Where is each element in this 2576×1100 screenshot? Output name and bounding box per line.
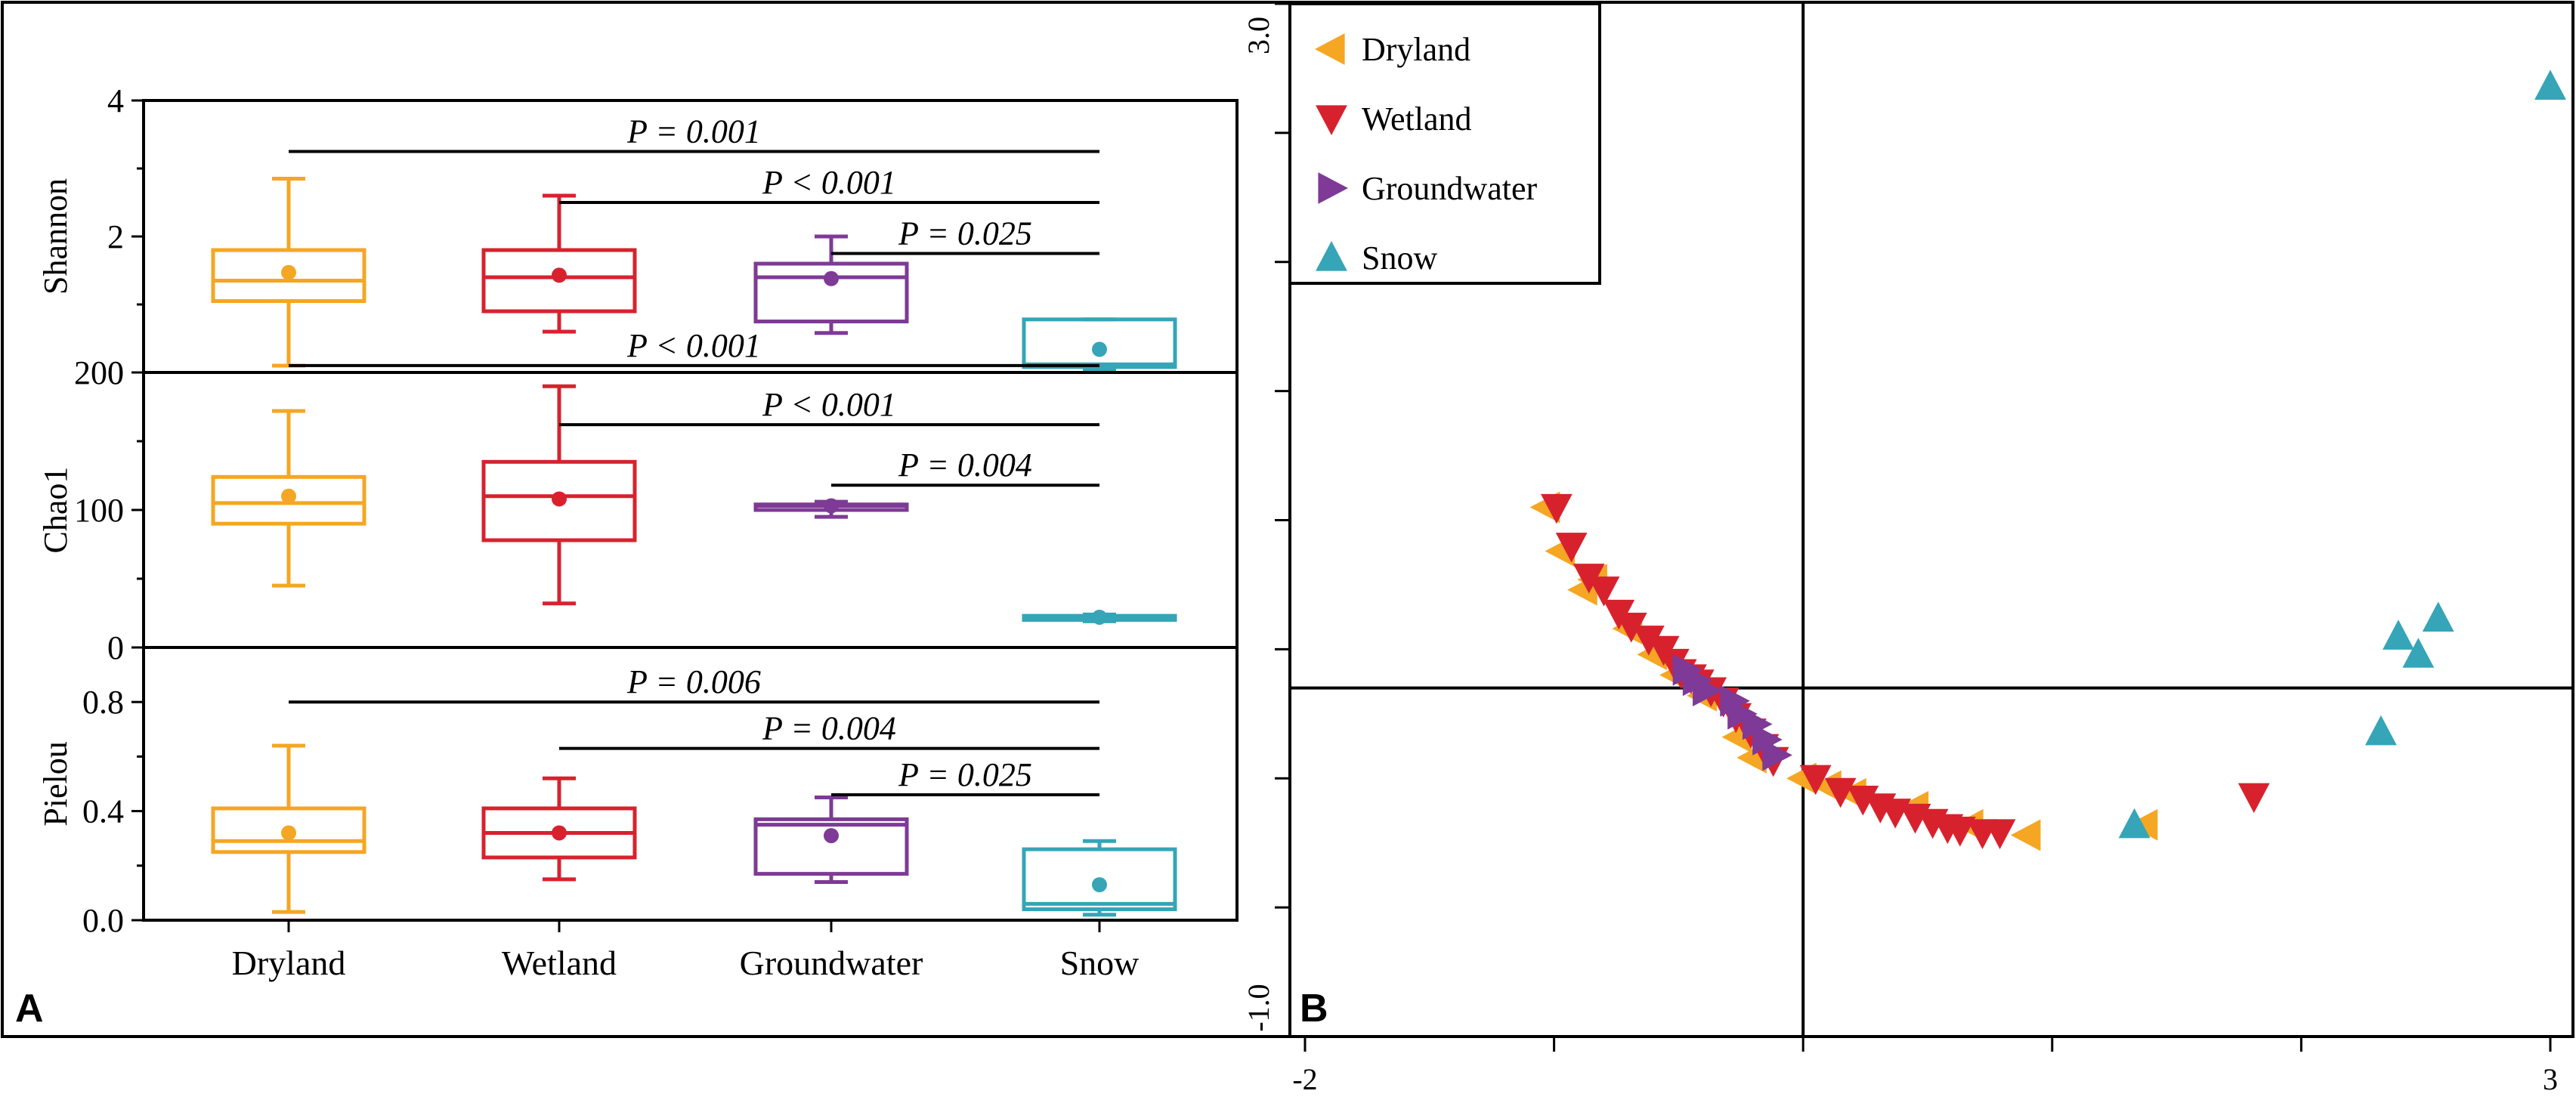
box-mean-dot bbox=[552, 267, 567, 283]
point-wetland bbox=[1824, 777, 1857, 808]
point-wetland bbox=[1984, 819, 2016, 850]
box-pielou-dryland bbox=[211, 743, 366, 914]
point-dryland bbox=[2010, 819, 2041, 851]
box-iqr bbox=[753, 817, 909, 876]
y-tick-label-chao1: 0 bbox=[107, 629, 124, 666]
significance-label: P = 0.004 bbox=[898, 446, 1032, 484]
box-pielou-wetland bbox=[481, 776, 637, 882]
point-wetland bbox=[1555, 533, 1588, 563]
box-iqr bbox=[1022, 847, 1177, 912]
point-wetland bbox=[2237, 783, 2270, 814]
box-chao1-groundwater bbox=[753, 498, 909, 519]
legend-label-snow: Snow bbox=[1362, 239, 1437, 277]
box-mean-dot bbox=[552, 825, 567, 841]
y-tick-label-pielou: 0.0 bbox=[82, 902, 124, 939]
point-wetland bbox=[1944, 817, 1976, 847]
significance-label: P = 0.001 bbox=[626, 113, 761, 150]
box-mean-dot bbox=[552, 491, 567, 507]
box-mean-dot bbox=[824, 828, 839, 844]
significance-label: P < 0.001 bbox=[626, 327, 761, 364]
point-wetland bbox=[1847, 785, 1879, 816]
box-mean-dot bbox=[281, 825, 296, 841]
box-mean-dot bbox=[1092, 609, 1107, 625]
box-chao1-dryland bbox=[211, 409, 366, 588]
y-tick-label-shannon: 0 bbox=[107, 354, 124, 391]
box-iqr bbox=[753, 261, 909, 323]
box-iqr bbox=[211, 806, 366, 854]
point-wetland bbox=[1799, 765, 1832, 796]
y-tick-label-b: -1.0 bbox=[1242, 984, 1276, 1031]
box-mean-dot bbox=[824, 270, 839, 286]
point-snow bbox=[2422, 601, 2454, 632]
y-tick-label-shannon: 2 bbox=[107, 218, 124, 255]
box-shannon-wetland bbox=[481, 193, 637, 334]
x-tick-label-b: -2 bbox=[1292, 1062, 1317, 1096]
x-tick-label-groundwater: Groundwater bbox=[740, 944, 923, 982]
point-groundwater bbox=[1693, 675, 1723, 706]
series-snow bbox=[2118, 70, 2566, 839]
box-mean-dot bbox=[281, 264, 296, 280]
legend-marker-snow bbox=[1316, 241, 1347, 271]
point-wetland bbox=[1632, 626, 1665, 656]
legend-marker-dryland bbox=[1315, 33, 1345, 65]
y-tick-label-pielou: 0.8 bbox=[82, 684, 124, 721]
x-tick-label-wetland: Wetland bbox=[502, 944, 617, 982]
box-iqr bbox=[211, 248, 366, 303]
point-wetland bbox=[1573, 564, 1605, 594]
legend-marker-groundwater bbox=[1318, 172, 1348, 204]
y-tick-label-chao1: 100 bbox=[74, 492, 124, 529]
y-tick-label-pielou: 0.4 bbox=[82, 793, 124, 830]
y-tick-label-chao1: 200 bbox=[74, 354, 124, 391]
x-tick-label-snow: Snow bbox=[1060, 944, 1140, 982]
box-mean-dot bbox=[1092, 877, 1107, 893]
y-tick-label-b: 3.0 bbox=[1242, 17, 1276, 54]
x-tick-label-dryland: Dryland bbox=[232, 944, 346, 982]
box-mean-dot bbox=[1092, 341, 1107, 357]
box-iqr bbox=[211, 474, 366, 526]
point-groundwater bbox=[1742, 708, 1773, 740]
box-mean-dot bbox=[281, 488, 296, 504]
y-axis-label-chao1: Chao1 bbox=[37, 467, 74, 554]
legend-label-dryland: Dryland bbox=[1362, 31, 1470, 68]
significance-label: P = 0.025 bbox=[898, 215, 1032, 252]
panel-label-a: A bbox=[15, 987, 44, 1030]
box-shannon-groundwater bbox=[753, 234, 909, 335]
legend: Dryland Wetland Groundwater Snow bbox=[1288, 2, 1601, 285]
y-tick-label-shannon: 4 bbox=[107, 82, 124, 119]
panel-label-b: B bbox=[1300, 987, 1328, 1030]
point-wetland bbox=[1588, 576, 1620, 607]
point-snow bbox=[2364, 715, 2397, 746]
significance-label: P < 0.001 bbox=[762, 164, 896, 201]
y-axis-label-pielou: Pielou bbox=[37, 741, 74, 826]
box-iqr bbox=[481, 459, 637, 542]
y-axis-label-shannon: Shannon bbox=[37, 178, 74, 295]
box-pielou-snow bbox=[1022, 839, 1177, 917]
point-snow bbox=[2402, 638, 2435, 668]
box-pielou-groundwater bbox=[753, 796, 909, 884]
box-chao1-wetland bbox=[481, 384, 637, 606]
significance-label: P = 0.025 bbox=[898, 756, 1032, 793]
box-iqr bbox=[481, 248, 637, 314]
point-wetland bbox=[1540, 493, 1573, 524]
legend-label-wetland: Wetland bbox=[1362, 100, 1472, 138]
point-groundwater bbox=[1762, 739, 1792, 771]
significance-label: P < 0.001 bbox=[762, 386, 896, 423]
point-snow bbox=[2118, 808, 2151, 839]
box-mean-dot bbox=[824, 498, 839, 514]
legend-marker-wetland bbox=[1316, 105, 1347, 135]
point-snow bbox=[2383, 620, 2414, 650]
point-wetland bbox=[1615, 613, 1647, 643]
point-groundwater bbox=[1752, 724, 1783, 755]
legend-label-groundwater: Groundwater bbox=[1362, 170, 1537, 207]
significance-label: P = 0.006 bbox=[626, 663, 761, 700]
box-chao1-snow bbox=[1022, 609, 1177, 625]
point-snow bbox=[2534, 70, 2566, 100]
series-groundwater bbox=[1672, 654, 1792, 771]
x-tick-label-b: 3 bbox=[2543, 1062, 2558, 1096]
panel-b-scatter: -1.0 3.0 -2 3 Dryland Wetland Groundwater Snow bbox=[1242, 2, 2573, 1096]
significance-label: P = 0.004 bbox=[762, 710, 896, 747]
